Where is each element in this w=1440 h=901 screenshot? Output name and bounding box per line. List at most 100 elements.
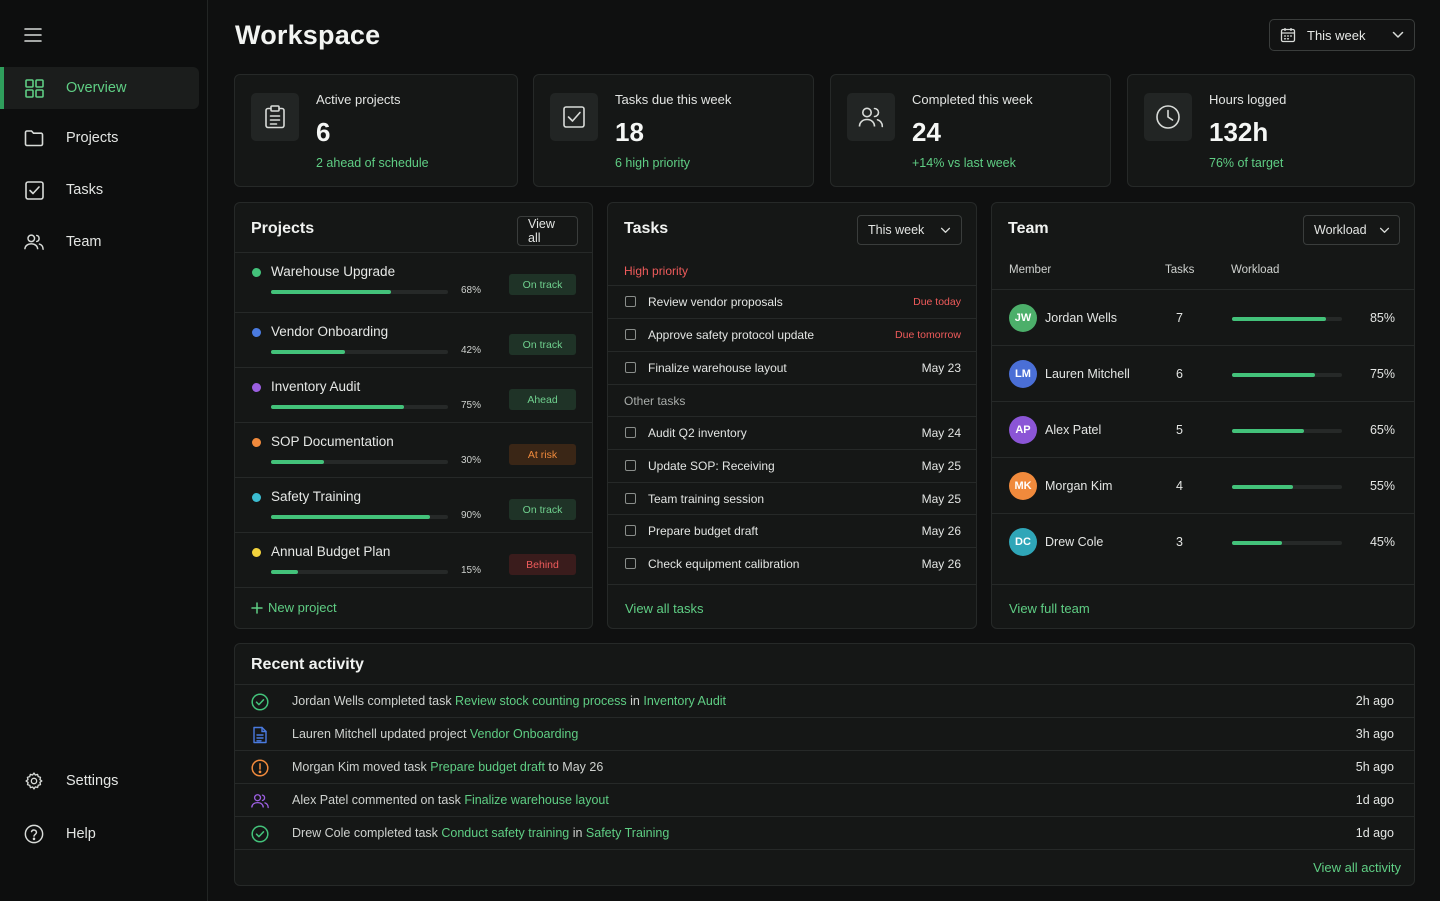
status-badge[interactable]: On track	[509, 274, 576, 295]
team-member-row[interactable]: JW Jordan Wells 7 85%	[992, 289, 1415, 345]
task-row[interactable]: Team training session May 25	[608, 482, 977, 515]
workload-fill	[1232, 429, 1304, 433]
activity-row[interactable]: Alex Patel commented on task Finalize wa…	[235, 783, 1415, 816]
activity-row[interactable]: Jordan Wells completed task Review stock…	[235, 684, 1415, 717]
project-name: Annual Budget Plan	[271, 544, 391, 559]
activity-text-part: in	[569, 826, 586, 840]
team-member-row[interactable]: MK Morgan Kim 4 55%	[992, 457, 1415, 513]
task-row[interactable]: Update SOP: Receiving May 25	[608, 449, 977, 482]
activity-title: Recent activity	[251, 656, 364, 673]
task-checkbox[interactable]	[625, 427, 636, 438]
activity-link[interactable]: Safety Training	[585, 826, 670, 840]
task-row[interactable]: Approve safety protocol update Due tomor…	[608, 318, 977, 351]
activity-row[interactable]: Drew Cole completed task Conduct safety …	[235, 816, 1415, 849]
stat-sub: 2 ahead of schedule	[316, 156, 429, 170]
activity-link[interactable]: Review stock counting process	[455, 694, 627, 708]
team-member-row[interactable]: AP Alex Patel 5 65%	[992, 401, 1415, 457]
avatar: DC	[1009, 528, 1037, 556]
task-checkbox[interactable]	[625, 558, 636, 569]
activity-link[interactable]: Conduct safety training	[441, 826, 570, 840]
task-checkbox[interactable]	[625, 362, 636, 373]
workload-fill	[1232, 373, 1315, 377]
task-checkbox[interactable]	[625, 493, 636, 504]
task-row[interactable]: Check equipment calibration May 26	[608, 547, 977, 580]
task-checkbox[interactable]	[625, 329, 636, 340]
sidebar-item-overview[interactable]: Overview	[0, 67, 199, 109]
progress-fill	[271, 405, 404, 409]
checkbox-icon	[24, 180, 44, 200]
team-mode-select[interactable]: Workload	[1303, 215, 1400, 245]
task-name: Check equipment calibration	[648, 557, 800, 571]
new-project-label: New project	[268, 600, 337, 615]
avatar: JW	[1009, 304, 1037, 332]
view-all-projects-button[interactable]: View all	[517, 216, 578, 246]
workload-percent: 75%	[1369, 367, 1395, 381]
sidebar-item-label: Projects	[66, 130, 119, 146]
workload-bar	[1232, 317, 1342, 321]
activity-link[interactable]: Finalize warehouse layout	[464, 793, 609, 807]
task-due: Due today	[913, 296, 961, 308]
activity-row[interactable]: Morgan Kim moved task Prepare budget dra…	[235, 750, 1415, 783]
progress-percent: 30%	[461, 455, 482, 466]
member-name: Jordan Wells	[1045, 311, 1118, 325]
view-all-tasks-link[interactable]: View all tasks	[625, 601, 704, 616]
activity-footer	[235, 849, 1415, 886]
activity-text: Lauren Mitchell updated project Vendor O…	[292, 727, 578, 741]
projects-footer	[235, 587, 592, 629]
team-member-row[interactable]: DC Drew Cole 3 45%	[992, 513, 1415, 569]
activity-link[interactable]: Inventory Audit	[643, 694, 727, 708]
stat-value: 6	[316, 117, 331, 147]
activity-text: Alex Patel commented on task Finalize wa…	[292, 793, 609, 807]
status-badge[interactable]: Behind	[509, 554, 576, 575]
workload-percent: 45%	[1369, 535, 1395, 549]
task-row[interactable]: Audit Q2 inventory May 24	[608, 416, 977, 449]
progress-percent: 15%	[461, 565, 482, 576]
sidebar-item-projects[interactable]: Projects	[0, 117, 199, 159]
task-row[interactable]: Finalize warehouse layout May 23	[608, 351, 977, 384]
project-row[interactable]: Annual Budget Plan 15% Behind	[235, 532, 592, 587]
team-title: Team	[1008, 220, 1049, 237]
sidebar-item-help[interactable]: Help	[0, 813, 199, 855]
progress-fill	[271, 515, 431, 519]
status-badge[interactable]: At risk	[509, 444, 576, 465]
activity-text-part: Lauren Mitchell updated project	[292, 727, 470, 741]
member-task-count: 7	[1176, 311, 1183, 325]
status-badge[interactable]: Ahead	[509, 389, 576, 410]
status-badge[interactable]: On track	[509, 499, 576, 520]
project-name: Safety Training	[271, 489, 362, 504]
team-member-row[interactable]: LM Lauren Mitchell 6 75%	[992, 345, 1415, 401]
view-full-team-link[interactable]: View full team	[1009, 601, 1090, 616]
tasks-period-select[interactable]: This week	[857, 215, 962, 245]
new-project-button[interactable]: New project	[251, 600, 337, 615]
project-row[interactable]: Inventory Audit 75% Ahead	[235, 367, 592, 422]
sidebar-item-team[interactable]: Team	[0, 221, 199, 263]
project-row[interactable]: Warehouse Upgrade 68% On track	[235, 252, 592, 307]
task-checkbox[interactable]	[625, 296, 636, 307]
status-badge[interactable]: On track	[509, 334, 576, 355]
task-name: Team training session	[648, 492, 765, 506]
activity-link[interactable]: Vendor Onboarding	[469, 727, 579, 741]
project-row[interactable]: SOP Documentation 30% At risk	[235, 422, 592, 477]
view-all-activity-link[interactable]: View all activity	[1313, 860, 1401, 875]
task-row[interactable]: Review vendor proposals Due today	[608, 285, 977, 318]
stat-label: Tasks due this week	[615, 92, 732, 107]
progress-bar	[271, 290, 448, 294]
stat-card-completed: Completed this week 24 +14% vs last week	[830, 74, 1111, 187]
workload-percent: 55%	[1369, 479, 1395, 493]
activity-text: Jordan Wells completed task Review stock…	[292, 694, 726, 708]
activity-row[interactable]: Lauren Mitchell updated project Vendor O…	[235, 717, 1415, 750]
activity-link[interactable]: Prepare budget draft	[430, 760, 545, 774]
task-checkbox[interactable]	[625, 525, 636, 536]
menu-icon[interactable]	[22, 24, 44, 46]
period-select[interactable]: This week	[1269, 19, 1415, 51]
sidebar-item-tasks[interactable]: Tasks	[0, 169, 199, 211]
task-row[interactable]: Prepare budget draft May 26	[608, 514, 977, 547]
sidebar: Overview Projects Tasks Team Settings	[0, 0, 208, 901]
project-row[interactable]: Vendor Onboarding 42% On track	[235, 312, 592, 367]
activity-time: 3h ago	[1355, 727, 1394, 741]
project-row[interactable]: Safety Training 90% On track	[235, 477, 592, 532]
progress-bar	[271, 405, 448, 409]
recent-activity-card: Recent activity Jordan Wells completed t…	[234, 643, 1415, 886]
sidebar-item-settings[interactable]: Settings	[0, 760, 199, 802]
task-checkbox[interactable]	[625, 460, 636, 471]
